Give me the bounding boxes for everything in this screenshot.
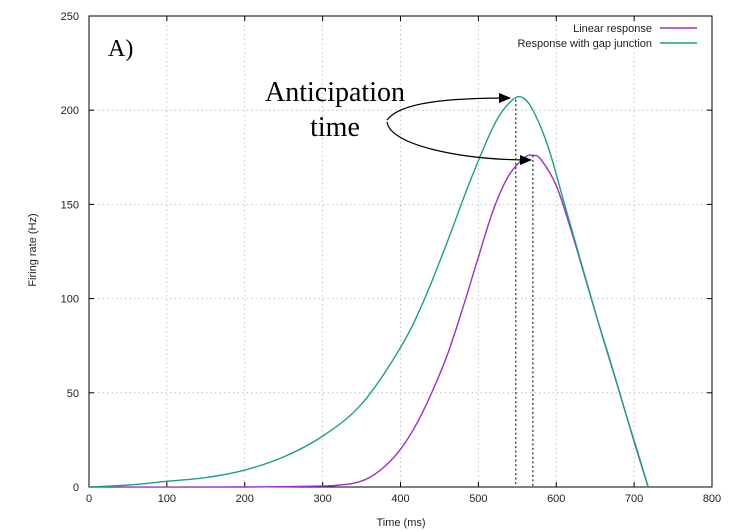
y-axis-label: Firing rate (Hz) [27, 213, 39, 286]
legend-label-1: Linear response [573, 23, 652, 35]
annotation-arrow-lower [386, 121, 532, 165]
x-tick-label: 100 [158, 493, 176, 505]
x-tick-label: 800 [703, 493, 721, 505]
x-tick-label: 300 [313, 493, 331, 505]
annotation-line-2: time [310, 112, 360, 143]
x-tick-label: 600 [547, 493, 565, 505]
x-tick-label: 500 [469, 493, 487, 505]
x-axis-ticks: 0 100 200 300 400 500 600 700 800 [86, 16, 721, 505]
y-tick-label: 250 [61, 11, 79, 23]
annotation-arrow-upper [386, 93, 511, 121]
legend-label-2: Response with gap junction [517, 38, 652, 50]
annotation-line-1: Anticipation [265, 77, 405, 108]
y-tick-label: 100 [61, 294, 79, 306]
x-tick-label: 700 [625, 493, 643, 505]
x-tick-label: 0 [86, 493, 92, 505]
y-tick-label: 200 [61, 105, 79, 117]
peak-markers [515, 99, 534, 487]
series-lines [88, 96, 649, 488]
x-axis-label: Time (ms) [376, 517, 425, 529]
y-tick-label: 150 [61, 199, 79, 211]
x-tick-label: 400 [391, 493, 409, 505]
grid-lines [89, 16, 712, 487]
panel-label: A) [108, 36, 133, 62]
series-line-2 [88, 96, 649, 488]
legend: Linear response Response with gap junctio… [517, 23, 697, 50]
y-axis-ticks: 0 50 100 150 200 250 [61, 11, 712, 494]
x-tick-label: 200 [236, 493, 254, 505]
y-tick-label: 50 [67, 388, 79, 400]
y-tick-label: 0 [73, 482, 79, 494]
